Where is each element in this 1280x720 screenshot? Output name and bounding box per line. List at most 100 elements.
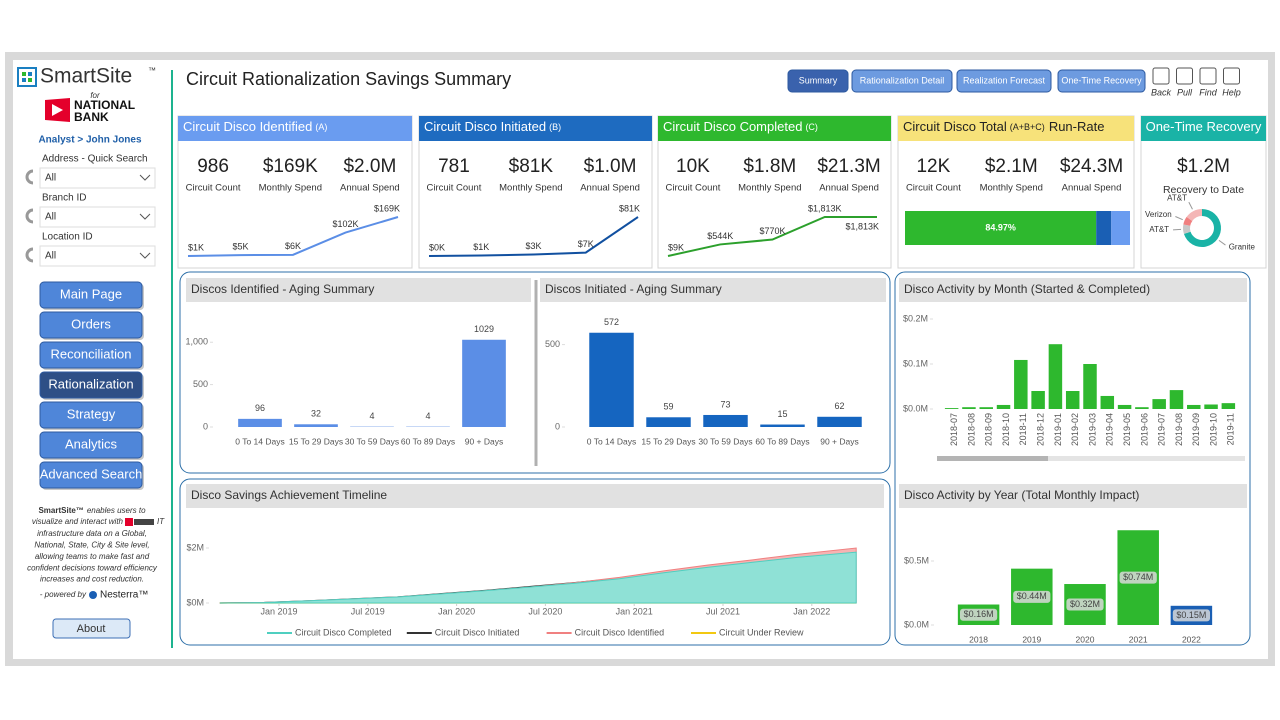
bar [1031, 391, 1045, 409]
tool-label[interactable]: Pull [1177, 87, 1193, 97]
y-tick-label: $0.5M [904, 555, 929, 565]
nav-label[interactable]: Advanced Search [40, 466, 143, 481]
kpi-header [898, 116, 1134, 141]
page-title: Circuit Rationalization Savings Summary [186, 69, 511, 89]
nav-label[interactable]: Rationalization [48, 376, 133, 391]
x-tick-label: 2018-09 [984, 413, 994, 446]
filter-dropdown[interactable] [39, 206, 156, 228]
donut-leader [1218, 239, 1226, 246]
x-tick-label: 0 To 14 Days [587, 436, 636, 446]
data-label: 4 [425, 411, 430, 421]
nav-button[interactable] [39, 341, 143, 369]
sparkline [428, 216, 639, 257]
nav-label[interactable]: Reconciliation [51, 346, 132, 361]
nav-label[interactable]: Main Page [60, 286, 122, 301]
data-label: 96 [255, 403, 265, 413]
filter-label: Address - Quick Search [42, 154, 148, 165]
kpi-label: Circuit Count [665, 183, 720, 194]
bank-name: NATIONAL [74, 98, 135, 112]
data-label-bg [1119, 571, 1157, 584]
kpi-label: Annual Spend [340, 183, 400, 194]
about-label[interactable]: About [77, 623, 106, 635]
x-tick-label: 2019-02 [1070, 413, 1080, 446]
data-label: 4 [369, 411, 374, 421]
tool-icon[interactable] [1176, 67, 1193, 85]
tab-label[interactable]: Realization Forecast [963, 75, 1046, 85]
nav-button[interactable] [39, 461, 143, 489]
sparkline-label: $1,813K [808, 203, 842, 213]
donut-leader [1175, 216, 1183, 221]
nav-label[interactable]: Strategy [67, 406, 116, 421]
data-label: 59 [663, 402, 673, 412]
nav-label[interactable]: Analytics [65, 436, 118, 451]
kpi-label: Circuit Count [426, 183, 481, 194]
tab-label[interactable]: Rationalization Detail [860, 75, 945, 85]
x-tick-label: 2021 [1129, 634, 1148, 644]
sparkline-label: $0K [429, 242, 445, 252]
data-label-bg [1013, 590, 1051, 603]
x-tick-label: Jan 2021 [616, 606, 653, 616]
about-button[interactable] [52, 618, 131, 639]
nav-label[interactable]: Orders [71, 316, 111, 331]
data-label: $0.15M [1176, 610, 1206, 620]
bar [979, 407, 993, 409]
logo-text: SmartSite [40, 65, 132, 88]
description-text: IT [157, 517, 165, 526]
tab-button[interactable] [851, 69, 953, 93]
tab-button[interactable] [787, 69, 849, 93]
sparkline-label: $102K [332, 219, 358, 229]
description-text: visualize and interact with [32, 517, 124, 526]
kpi-label: Monthly Spend [738, 183, 801, 194]
tool-label[interactable]: Help [1222, 87, 1241, 97]
legend-label: Circuit Under Review [719, 627, 804, 637]
tool-label[interactable]: Find [1199, 87, 1218, 97]
nav-button[interactable] [39, 311, 143, 339]
bar [944, 408, 959, 409]
y-tick-label: 500 [545, 339, 560, 349]
nav-button[interactable] [39, 401, 143, 429]
x-tick-label: Jan 2022 [793, 606, 830, 616]
kpi-label: Annual Spend [819, 183, 879, 194]
data-label: $0.74M [1123, 572, 1153, 582]
donut-segment [1186, 209, 1202, 221]
tool-icon[interactable] [1199, 67, 1217, 85]
tab-button[interactable] [956, 69, 1052, 93]
dropdown-arrow [139, 213, 151, 220]
bar [462, 339, 506, 427]
nav-button[interactable] [39, 371, 143, 399]
kpi-title: Circuit Disco Total (A+B+C) Run-Rate [903, 119, 1104, 134]
data-label: 572 [604, 317, 619, 327]
donut-label: AT&T [1149, 225, 1169, 234]
x-tick-label: 2019-07 [1157, 413, 1167, 446]
scrollbar[interactable] [937, 456, 1245, 461]
filter-label: Location ID [42, 232, 93, 243]
logo-for: for [90, 91, 100, 100]
sparkline-label: $81K [619, 203, 640, 213]
x-tick-label: 2019-04 [1105, 413, 1115, 446]
filter-dropdown[interactable] [39, 167, 156, 189]
tab-label[interactable]: Summary [799, 75, 838, 85]
bar [996, 404, 1011, 409]
scrollbar-thumb[interactable] [937, 456, 1048, 461]
tool-label[interactable]: Back [1151, 87, 1172, 97]
filter-dropdown[interactable] [39, 245, 156, 267]
nav-button[interactable] [39, 431, 143, 459]
x-tick-label: 15 To 29 Days [289, 436, 343, 446]
tool-icon[interactable] [1223, 67, 1240, 85]
data-label: $0.44M [1017, 591, 1047, 601]
kpi-label: Circuit Count [186, 183, 241, 194]
tool-icon[interactable] [1152, 67, 1170, 85]
kpi-label: Monthly Spend [980, 183, 1043, 194]
tab-button[interactable] [1057, 69, 1146, 93]
panel-title: Discos Initiated - Aging Summary [545, 282, 722, 296]
x-tick-label: 2019-01 [1053, 413, 1063, 446]
panel-header [186, 278, 531, 302]
bar [1083, 364, 1097, 409]
x-tick-label: 2018 [969, 634, 988, 644]
tab-label[interactable]: One-Time Recovery [1061, 75, 1142, 85]
x-tick-label: 60 To 89 Days [401, 436, 455, 446]
kpi-title-text: One-Time Recovery [1146, 119, 1262, 134]
kpi-title: Circuit Disco Initiated (B) [424, 119, 561, 134]
nav-button[interactable] [39, 281, 143, 309]
